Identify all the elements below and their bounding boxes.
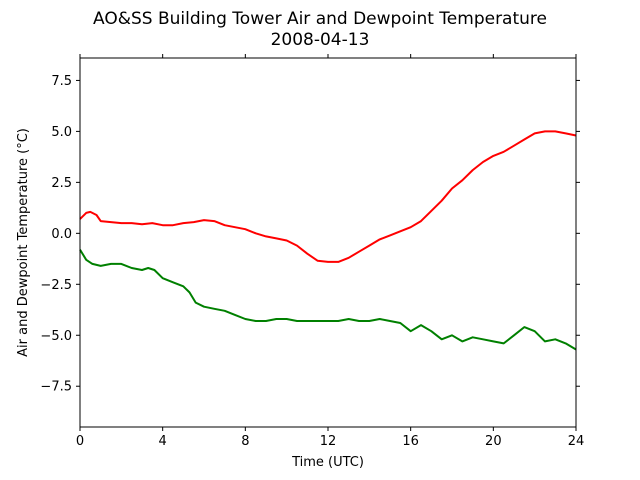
x-tick-label: 4 xyxy=(159,434,167,449)
x-tick-label: 16 xyxy=(402,434,419,449)
x-tick-label: 12 xyxy=(320,434,337,449)
y-tick-label: 0.0 xyxy=(51,227,72,242)
series-layer xyxy=(79,130,577,351)
y-axis-label: Air and Dewpoint Temperature (°C) xyxy=(16,128,31,357)
y-tick-label: −5.0 xyxy=(40,329,72,344)
y-tick-label: −2.5 xyxy=(40,278,72,293)
x-tick-label: 24 xyxy=(568,434,585,449)
y-tick-label: 7.5 xyxy=(51,74,72,89)
y-axis: −7.5 −5.0 −2.5 0.0 2.5 5.0 7.5 xyxy=(40,74,580,395)
x-tick-label: 0 xyxy=(76,434,84,449)
chart-title: AO&SS Building Tower Air and Dewpoint Te… xyxy=(93,9,547,29)
plot-frame xyxy=(80,58,576,427)
series-line-dewpoint xyxy=(79,249,577,351)
plot-area xyxy=(80,58,576,427)
chart-subtitle: 2008-04-13 xyxy=(271,30,370,50)
y-tick-label: −7.5 xyxy=(40,380,72,395)
series-line-air xyxy=(79,130,577,263)
x-tick-label: 20 xyxy=(485,434,502,449)
y-tick-label: 5.0 xyxy=(51,125,72,140)
x-axis-label: Time (UTC) xyxy=(291,455,364,470)
x-axis: 0 4 8 12 16 20 24 xyxy=(76,54,584,449)
y-tick-label: 2.5 xyxy=(51,176,72,191)
x-tick-label: 8 xyxy=(241,434,249,449)
